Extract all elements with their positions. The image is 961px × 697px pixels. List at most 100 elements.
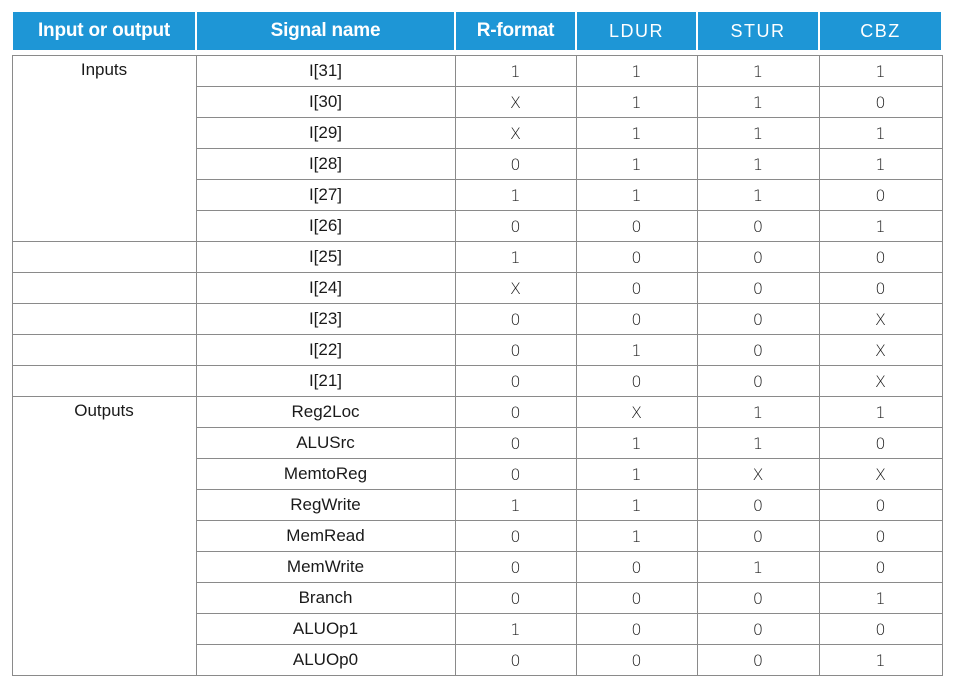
signal-name-cell: ALUSrc bbox=[195, 427, 456, 459]
stur-value-cell: 1 bbox=[696, 117, 820, 149]
table-header: Input or output Signal name R-format LDU… bbox=[11, 12, 943, 56]
cbz-value-cell: X bbox=[818, 458, 943, 490]
ldur-value-cell: 1 bbox=[575, 458, 698, 490]
stur-value-cell: X bbox=[696, 458, 820, 490]
stur-value-cell: 0 bbox=[696, 520, 820, 552]
ldur-value-cell: 1 bbox=[575, 334, 698, 366]
r-format-value-cell: 0 bbox=[454, 427, 577, 459]
ldur-value-cell: 1 bbox=[575, 520, 698, 552]
signal-name-cell: I[24] bbox=[195, 272, 456, 304]
group-cell-outputs: Outputs bbox=[11, 396, 197, 676]
stur-value-cell: 1 bbox=[696, 86, 820, 118]
ldur-value-cell: 1 bbox=[575, 117, 698, 149]
stur-value-cell: 1 bbox=[696, 427, 820, 459]
ldur-value-cell: 0 bbox=[575, 551, 698, 583]
signal-name-cell: ALUOp1 bbox=[195, 613, 456, 645]
r-format-value-cell: 1 bbox=[454, 179, 577, 211]
cbz-value-cell: 0 bbox=[818, 613, 943, 645]
ldur-value-cell: 0 bbox=[575, 210, 698, 242]
cbz-value-cell: 1 bbox=[818, 148, 943, 180]
header-ldur: LDUR bbox=[575, 12, 698, 50]
r-format-value-cell: X bbox=[454, 86, 577, 118]
ldur-value-cell: 0 bbox=[575, 582, 698, 614]
group-cell-empty bbox=[11, 303, 197, 335]
r-format-value-cell: 0 bbox=[454, 582, 577, 614]
group-cell-empty bbox=[11, 241, 197, 273]
signal-name-cell: MemRead bbox=[195, 520, 456, 552]
signal-name-cell: I[25] bbox=[195, 241, 456, 273]
table-row: I[23] 0 0 0 X bbox=[11, 303, 943, 335]
table-row: I[25] 1 0 0 0 bbox=[11, 241, 943, 273]
stur-value-cell: 0 bbox=[696, 644, 820, 676]
stur-value-cell: 0 bbox=[696, 365, 820, 397]
signal-name-cell: MemtoReg bbox=[195, 458, 456, 490]
signal-name-cell: I[26] bbox=[195, 210, 456, 242]
group-cell-empty bbox=[11, 272, 197, 304]
table-row: I[29] X 1 1 1 bbox=[12, 117, 943, 149]
table-row: I[24] X 0 0 0 bbox=[11, 272, 943, 304]
ldur-value-cell: 0 bbox=[575, 613, 698, 645]
ldur-value-cell: 0 bbox=[575, 365, 698, 397]
cbz-value-cell: 0 bbox=[818, 179, 943, 211]
ldur-value-cell: 1 bbox=[575, 427, 698, 459]
signal-name-cell: I[28] bbox=[195, 148, 456, 180]
r-format-value-cell: 0 bbox=[454, 520, 577, 552]
r-format-value-cell: X bbox=[454, 272, 577, 304]
signal-name-cell: I[22] bbox=[195, 334, 456, 366]
cbz-value-cell: 0 bbox=[818, 427, 943, 459]
ldur-value-cell: 1 bbox=[575, 148, 698, 180]
table-row: Outputs Reg2Loc 0 X 1 1 bbox=[11, 396, 943, 676]
r-format-value-cell: 1 bbox=[454, 613, 577, 645]
group-cell-inputs: Inputs bbox=[11, 55, 197, 242]
r-format-value-cell: 0 bbox=[454, 334, 577, 366]
r-format-value-cell: 0 bbox=[454, 365, 577, 397]
cbz-value-cell: 1 bbox=[818, 117, 943, 149]
header-stur: STUR bbox=[696, 12, 820, 50]
ldur-value-cell: 0 bbox=[575, 644, 698, 676]
cbz-value-cell: 0 bbox=[818, 520, 943, 552]
table-body: Inputs I[31] 1 1 1 1 I[30] X 1 1 0 I[29] X 1 1 1 I[28] 0 1… bbox=[11, 55, 943, 676]
header-cbz: CBZ bbox=[818, 12, 943, 50]
cbz-value-cell: 1 bbox=[818, 582, 943, 614]
header-input-or-output: Input or output bbox=[11, 12, 197, 50]
header-signal-name: Signal name bbox=[195, 12, 456, 50]
signal-name-cell: MemWrite bbox=[195, 551, 456, 583]
table-row: MemWrite 0 0 1 0 bbox=[12, 551, 943, 583]
r-format-value-cell: 0 bbox=[454, 396, 577, 428]
cbz-value-cell: 1 bbox=[818, 396, 943, 428]
table-row: MemtoReg 0 1 X X bbox=[12, 458, 943, 490]
cbz-value-cell: 1 bbox=[818, 55, 943, 87]
table-row: I[22] 0 1 0 X bbox=[11, 334, 943, 366]
table-row: Inputs I[31] 1 1 1 1 bbox=[11, 55, 943, 242]
table-row: I[21] 0 0 0 X bbox=[11, 365, 943, 397]
signal-name-cell: I[27] bbox=[195, 179, 456, 211]
cbz-value-cell: 0 bbox=[818, 86, 943, 118]
signal-name-cell: I[29] bbox=[195, 117, 456, 149]
ldur-value-cell: 0 bbox=[575, 272, 698, 304]
stur-value-cell: 0 bbox=[696, 489, 820, 521]
r-format-value-cell: X bbox=[454, 117, 577, 149]
ldur-value-cell: 1 bbox=[575, 86, 698, 118]
r-format-value-cell: 1 bbox=[454, 489, 577, 521]
r-format-value-cell: 1 bbox=[454, 55, 577, 87]
signal-name-cell: Branch bbox=[195, 582, 456, 614]
ldur-value-cell: 1 bbox=[575, 179, 698, 211]
r-format-value-cell: 0 bbox=[454, 458, 577, 490]
stur-value-cell: 0 bbox=[696, 241, 820, 273]
r-format-value-cell: 1 bbox=[454, 241, 577, 273]
stur-value-cell: 1 bbox=[696, 148, 820, 180]
stur-value-cell: 0 bbox=[696, 303, 820, 335]
signal-name-cell: I[21] bbox=[195, 365, 456, 397]
stur-value-cell: 1 bbox=[696, 55, 820, 87]
r-format-value-cell: 0 bbox=[454, 551, 577, 583]
table-row: ALUOp0 0 0 0 1 bbox=[12, 644, 943, 676]
stur-value-cell: 0 bbox=[696, 272, 820, 304]
group-cell-empty bbox=[11, 334, 197, 366]
table-row: RegWrite 1 1 0 0 bbox=[12, 489, 943, 521]
cbz-value-cell: X bbox=[818, 334, 943, 366]
r-format-value-cell: 0 bbox=[454, 303, 577, 335]
table-row: Branch 0 0 0 1 bbox=[12, 582, 943, 614]
signal-name-cell: Reg2Loc bbox=[195, 396, 456, 428]
stur-value-cell: 0 bbox=[696, 334, 820, 366]
stur-value-cell: 1 bbox=[696, 396, 820, 428]
